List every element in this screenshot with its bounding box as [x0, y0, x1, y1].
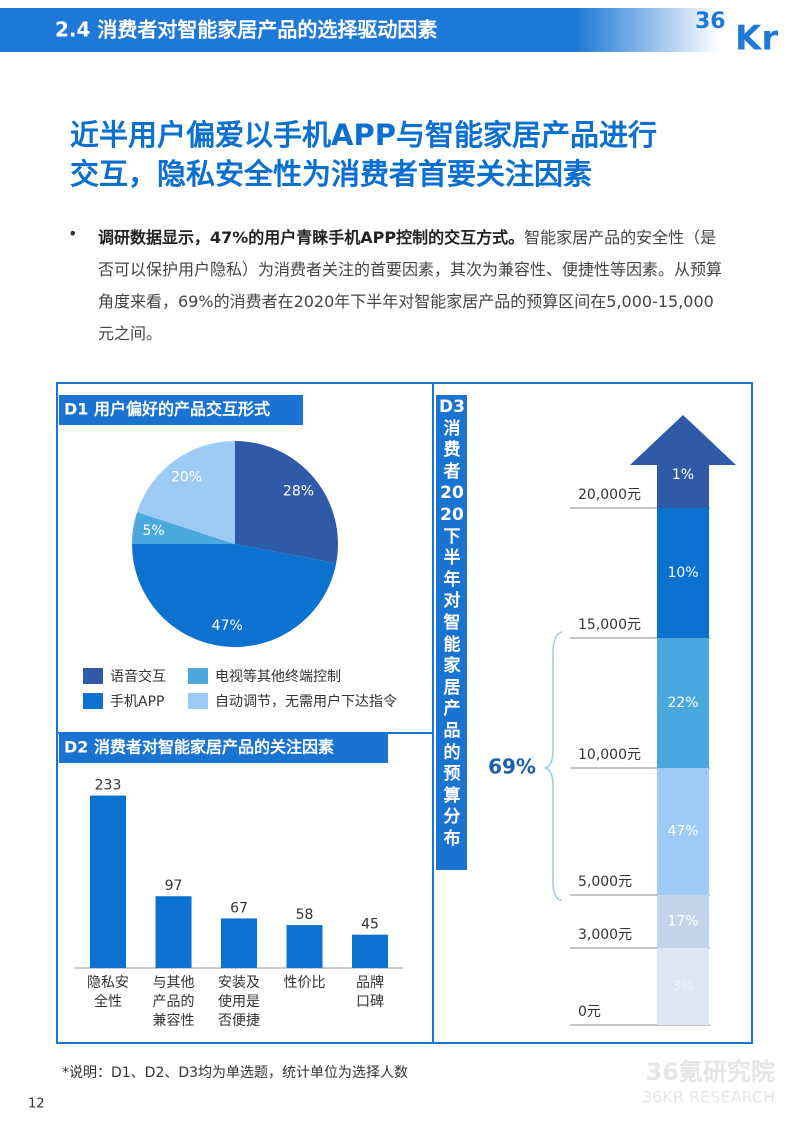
pie-slice — [137, 440, 235, 544]
bar — [155, 896, 192, 968]
chart-title: D2 消费者对智能家居产品的关注因素 — [64, 738, 334, 757]
header-bar — [0, 8, 720, 52]
segment — [657, 638, 709, 768]
data-label: 5% — [143, 523, 165, 539]
data-label: 20% — [171, 469, 202, 485]
segment — [657, 895, 709, 948]
legend-swatch — [188, 668, 208, 684]
bullet-bold: 调研数据显示，47%的用户青睐手机APP控制的交互方式。 — [98, 228, 525, 247]
data-label: 47% — [212, 618, 243, 634]
legend-label: 电视等其他终端控制 — [215, 668, 341, 685]
headline: 近半用户偏爱以手机APP与智能家居产品进行 — [70, 118, 657, 152]
bullet-text: 智能家居产品的安全性（是否可以保护用户隐私）为消费者关注的首要因素，其次为兼容性… — [98, 228, 723, 343]
data-label: 28% — [283, 483, 314, 499]
bullet-dot: • — [68, 224, 78, 243]
budget-label: 15,000元 — [578, 617, 641, 633]
bar — [352, 934, 388, 968]
header-title: 2.4 消费者对智能家居产品的选择驱动因素 — [55, 18, 437, 42]
data-label: 47% — [667, 824, 698, 840]
legend-label: 手机APP — [110, 694, 164, 710]
data-label: 10% — [667, 565, 698, 581]
watermark: 36氪研究院 — [646, 1058, 775, 1086]
x-tick-label: 隐私安 全性 — [87, 975, 129, 1010]
budget-label: 0元 — [578, 1004, 601, 1020]
budget-label: 20,000元 — [578, 487, 641, 503]
segment — [657, 948, 709, 1025]
d1-title-box — [59, 395, 303, 425]
data-label: 22% — [667, 695, 698, 711]
x-tick-label: 品牌 口碑 — [356, 975, 384, 1010]
d2-title-box — [59, 733, 388, 763]
pie-slice — [235, 441, 339, 564]
legend-swatch — [83, 693, 103, 709]
page-number: 12 — [28, 1097, 45, 1112]
legend-label: 自动调节，无需用户下达指令 — [215, 693, 397, 710]
pie-slice — [132, 544, 337, 647]
data-label: 3% — [672, 979, 694, 995]
logo: 36 — [695, 9, 726, 34]
segment — [657, 508, 709, 638]
chart-title: D3消费者2020下半年对智能家居产品的预算分布 — [439, 397, 465, 849]
x-tick-label: 安装及 使用是 否便捷 — [218, 975, 260, 1029]
headline: 交互，隐私安全性为消费者首要关注因素 — [70, 157, 592, 191]
chart-title: D1 用户偏好的产品交互形式 — [64, 400, 270, 419]
data-label: 67 — [230, 900, 248, 916]
footnote: *说明：D1、D2、D3均为单选题，统计单位为选择人数 — [62, 1065, 408, 1081]
bar — [286, 925, 323, 968]
data-label: 45 — [361, 917, 379, 933]
pie-slice — [132, 512, 235, 544]
d3-title-box — [436, 395, 467, 870]
brace — [544, 631, 563, 901]
arrow-head — [630, 415, 736, 508]
data-label: 58 — [296, 907, 314, 923]
bullet: 调研数据显示，47%的用户青睐手机APP控制的交互方式。智能家居产品的安全性（是… — [98, 222, 728, 350]
legend-label: 语音交互 — [110, 668, 166, 685]
logo: Kr — [735, 19, 778, 59]
bar — [221, 918, 257, 968]
x-tick-label: 性价比 — [283, 975, 326, 991]
budget-label: 3,000元 — [578, 927, 632, 943]
data-label: 1% — [672, 467, 694, 483]
budget-label: 10,000元 — [578, 747, 641, 763]
watermark: 36KR RESEARCH — [642, 1088, 775, 1107]
annotation: 69% — [488, 755, 536, 779]
legend-swatch — [188, 693, 208, 709]
legend-swatch — [83, 668, 103, 684]
x-tick-label: 与其他 产品的 兼容性 — [152, 975, 195, 1029]
data-label: 17% — [667, 914, 698, 930]
segment — [657, 768, 709, 895]
data-label: 97 — [165, 878, 183, 894]
data-label: 233 — [95, 778, 122, 794]
budget-label: 5,000元 — [578, 874, 632, 890]
bar — [90, 795, 126, 968]
frame — [56, 382, 753, 1044]
